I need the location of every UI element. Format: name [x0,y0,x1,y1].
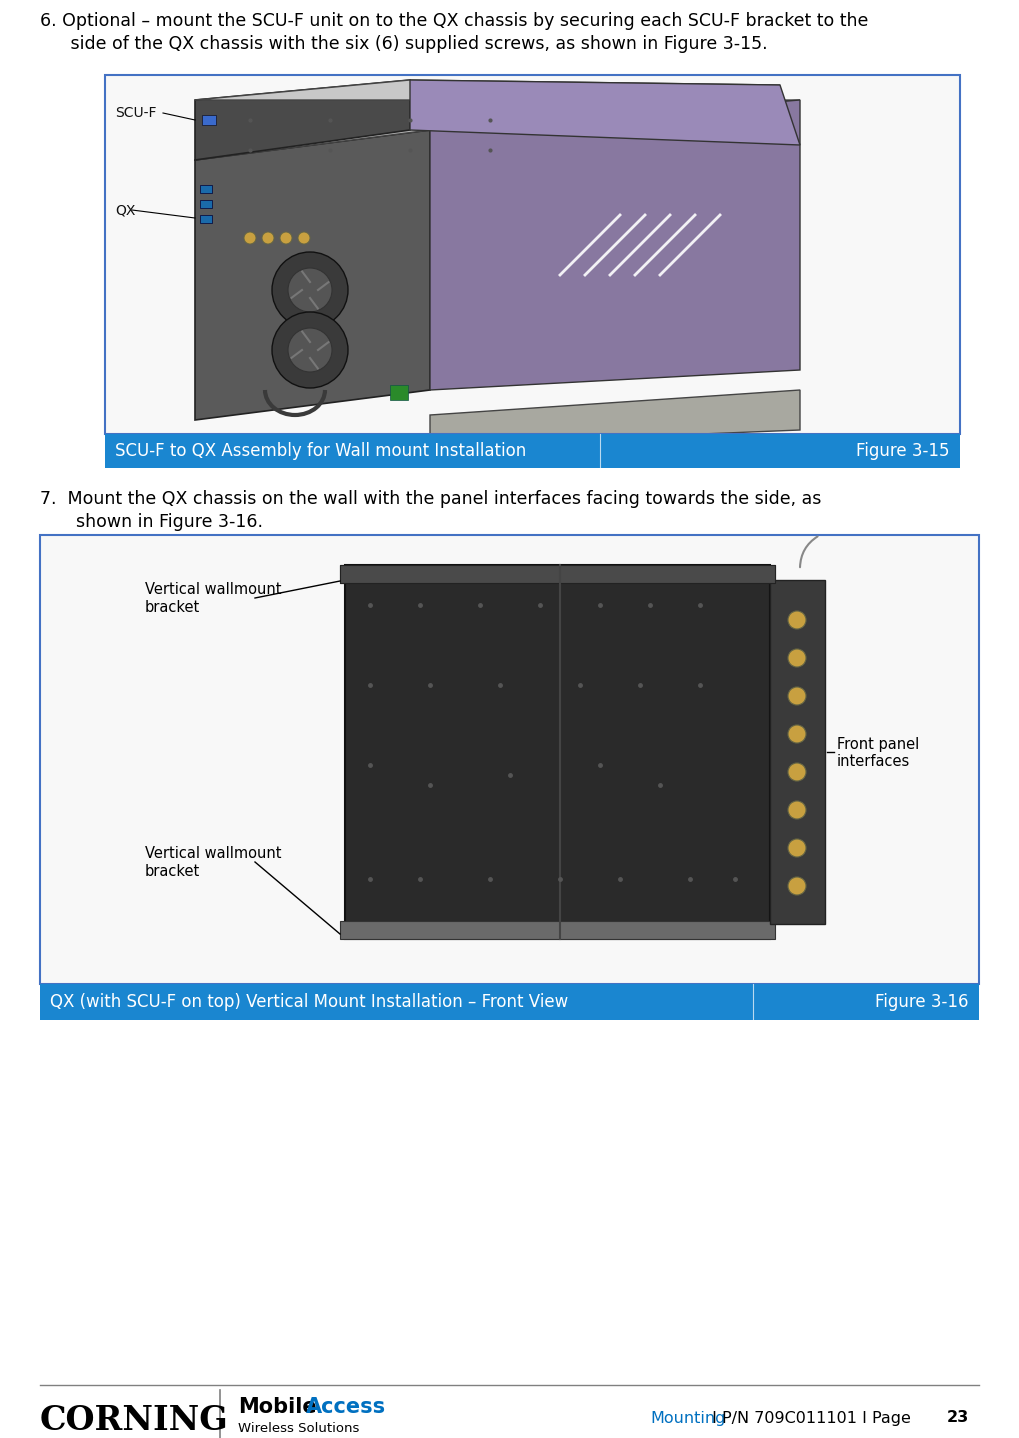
Text: shown in Figure 3-16.: shown in Figure 3-16. [54,513,263,531]
Text: side of the QX chassis with the six (6) supplied screws, as shown in Figure 3-15: side of the QX chassis with the six (6) … [54,35,767,53]
Bar [200,200,212,209]
Polygon shape [420,206,700,390]
Polygon shape [200,206,700,250]
Circle shape [788,611,806,628]
Text: Figure 3-16: Figure 3-16 [875,994,969,1011]
Text: bracket: bracket [145,600,201,614]
Circle shape [788,687,806,705]
Text: QX (with SCU-F on top) Vertical Mount Installation – Front View: QX (with SCU-F on top) Vertical Mount In… [50,994,569,1011]
Text: Mobile: Mobile [238,1396,317,1416]
Text: Figure 3-15: Figure 3-15 [857,441,950,460]
Circle shape [272,252,348,328]
Text: 23: 23 [947,1411,969,1425]
Circle shape [788,725,806,743]
Text: SCU-F: SCU-F [115,106,157,119]
Circle shape [788,877,806,894]
Bar [200,216,212,223]
Bar [105,75,960,434]
Polygon shape [195,81,410,160]
Text: Front panel: Front panel [837,736,919,752]
Bar [390,385,408,400]
Circle shape [788,764,806,781]
Bar [105,75,960,434]
Bar [202,115,216,125]
Bar [41,536,978,984]
Bar [340,920,775,939]
Text: interfaces: interfaces [837,755,910,769]
Text: Wireless Solutions: Wireless Solutions [238,1422,360,1435]
Polygon shape [340,565,775,582]
Bar [40,984,979,1020]
Text: SCU-F to QX Assembly for Wall mount Installation: SCU-F to QX Assembly for Wall mount Inst… [115,441,526,460]
Bar [770,580,825,925]
Polygon shape [190,155,700,250]
Bar [106,76,959,433]
Bar [105,75,960,434]
Circle shape [244,232,256,244]
Circle shape [788,649,806,667]
Text: Vertical wallmount: Vertical wallmount [145,847,281,861]
Circle shape [272,312,348,388]
Bar [200,186,212,193]
Text: bracket: bracket [145,863,201,879]
Bar [105,434,960,467]
Text: QX: QX [115,203,136,217]
Text: Mounting: Mounting [650,1411,726,1425]
Polygon shape [200,206,420,430]
Polygon shape [195,101,800,160]
Circle shape [262,232,274,244]
Circle shape [288,267,332,312]
Text: Access: Access [306,1396,386,1416]
Bar [340,565,775,582]
Polygon shape [410,81,800,145]
Polygon shape [195,81,780,101]
Text: CORNING: CORNING [40,1403,228,1437]
Bar [40,535,979,984]
Polygon shape [200,155,430,250]
Circle shape [788,838,806,857]
Text: I P/N 709C011101 I Page: I P/N 709C011101 I Page [707,1411,916,1425]
Text: 7.  Mount the QX chassis on the wall with the panel interfaces facing towards th: 7. Mount the QX chassis on the wall with… [40,490,821,508]
Text: 6. Optional – mount the SCU-F unit on to the QX chassis by securing each SCU-F b: 6. Optional – mount the SCU-F unit on to… [40,12,868,30]
Bar [345,565,770,939]
Circle shape [280,232,292,244]
Polygon shape [195,129,430,420]
Circle shape [298,232,310,244]
Polygon shape [430,101,800,390]
Text: Vertical wallmount: Vertical wallmount [145,582,281,598]
Circle shape [788,801,806,820]
Circle shape [288,328,332,372]
Polygon shape [430,390,800,444]
